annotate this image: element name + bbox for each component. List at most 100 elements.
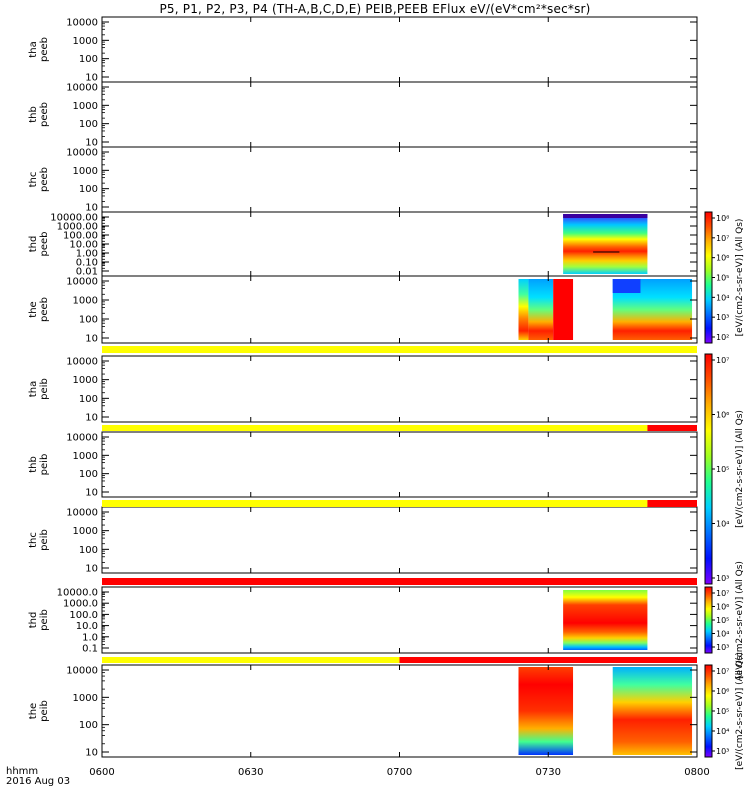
panel-the-peeb: 10 100 1000 10000 the peeb	[28, 275, 698, 345]
colorbar-tick-label: 10⁶	[716, 603, 729, 612]
panel-label-product: peeb	[39, 232, 50, 257]
mode-bar	[102, 425, 697, 431]
panel-the-peib: 10 100 1000 10000 the peib	[28, 664, 698, 759]
panel-label-product: peeb	[39, 37, 50, 62]
ytick-label: 0.01	[76, 267, 98, 278]
ytick-label: 1000	[73, 166, 98, 177]
ytick-label: 10000.00	[50, 213, 98, 224]
colorbar-tick-label: 10⁷	[716, 667, 729, 676]
mode-bar-segment	[102, 657, 400, 663]
xtick-label: 0630	[238, 767, 263, 778]
colorbar-tick-label: 10⁶	[716, 254, 729, 263]
mode-bar-segment	[102, 578, 697, 585]
ytick-label: 1000	[73, 375, 98, 386]
spectrogram-block	[553, 279, 574, 340]
colorbar-tick-label: 10⁵	[716, 274, 729, 283]
colorbar-tick-label: 10⁵	[716, 465, 729, 474]
panel-thc-peeb: 10 100 1000 10000 thc peeb	[28, 146, 698, 214]
spectrogram-patch	[612, 279, 641, 293]
panel-label-probe: thd	[28, 236, 39, 253]
panel-label-probe: thb	[28, 456, 39, 473]
ytick-label: 1000.00	[57, 222, 98, 233]
panel-thb-peeb: 10 100 1000 10000 thb peeb	[28, 81, 698, 149]
ytick-label: 10.00	[69, 240, 98, 251]
chart-title: P5, P1, P2, P3, P4 (TH-A,B,C,D,E) PEIB,P…	[159, 2, 591, 16]
colorbar-tick-label: 10⁸	[716, 214, 729, 223]
colorbar-tick-label: 10⁴	[716, 520, 729, 529]
ytick-label: 1000.0	[63, 599, 98, 610]
panel-label-probe: the	[28, 301, 39, 317]
colorbar: 10³ 10⁴ 10⁵ 10⁶ 10⁷ [eV/(cm2-s-sr-eV)] (All Q…	[704, 561, 745, 679]
colorbar-gradient	[704, 664, 713, 758]
colorbar-tick-label: 10⁴	[716, 727, 729, 736]
colorbar-tick-label: 10⁷	[716, 234, 729, 243]
panel-frame	[101, 146, 698, 213]
colorbar: 10³ 10⁴ 10⁵ 10⁶ 10⁷ [eV/(cm2-s-sr-eV)] (All Q…	[704, 652, 745, 770]
ytick-label: 10000	[66, 83, 98, 94]
mode-bar-segment	[647, 500, 697, 507]
colorbar-tick-label: 10³	[716, 747, 729, 756]
colorbar-gradient	[704, 586, 713, 654]
colorbar-tick-label: 10⁴	[716, 293, 729, 302]
ytick-label: 1000	[73, 693, 98, 704]
panel-label-product: peib	[39, 609, 50, 631]
colorbar-tick-label: 10⁶	[716, 411, 729, 420]
xtick-label: 0730	[536, 767, 561, 778]
ytick-label: 10.0	[76, 621, 98, 632]
panel-label-product: peeb	[39, 167, 50, 192]
mode-bar-segment	[102, 425, 648, 431]
panel-frame	[101, 506, 698, 574]
spectrogram-top-band	[563, 214, 648, 218]
mode-bar	[102, 500, 697, 507]
ytick-label: 10	[85, 413, 98, 424]
mode-bar-segment	[399, 657, 697, 663]
ytick-label: 100	[79, 119, 98, 130]
ytick-label: 100.0	[69, 610, 98, 621]
panel-label-probe: thc	[28, 172, 39, 188]
panel-label-product: peib	[39, 378, 50, 400]
ytick-label: 1000	[73, 36, 98, 47]
colorbar-tick-label: 10⁵	[716, 707, 729, 716]
ytick-label: 10	[85, 138, 98, 149]
ytick-label: 10000	[66, 277, 98, 288]
ytick-label: 10000.0	[57, 588, 98, 599]
panel-label-probe: the	[28, 703, 39, 719]
ytick-label: 10000	[66, 148, 98, 159]
xtick-label: 0600	[89, 767, 114, 778]
ytick-label: 1000	[73, 101, 98, 112]
colorbar-tick-label: 10⁵	[716, 616, 729, 625]
ytick-label: 100	[79, 184, 98, 195]
ytick-label: 100	[79, 54, 98, 65]
colorbar-label: [eV/(cm2-s-sr-eV)] (All Qs)	[735, 219, 745, 337]
colorbar-tick-label: 10²	[716, 333, 729, 342]
ytick-label: 10	[85, 488, 98, 499]
ytick-label: 10000	[66, 508, 98, 519]
panel-label-probe: thd	[28, 612, 39, 629]
ytick-label: 1000	[73, 451, 98, 462]
panel-tha-peeb: 10 100 1000 10000 tha peeb	[28, 16, 698, 84]
panel-label-probe: tha	[28, 41, 39, 57]
xtick-label: 0700	[387, 767, 412, 778]
mode-bar	[102, 657, 697, 663]
ytick-label: 10000	[66, 357, 98, 368]
ytick-label: 100	[79, 315, 98, 326]
colorbar-tick-label: 10⁴	[716, 630, 729, 639]
mode-bar	[102, 346, 697, 353]
panel-tha-peib: 10 100 1000 10000 tha peib	[28, 355, 698, 424]
mode-bar-segment	[102, 500, 648, 507]
panel-label-product: peeb	[39, 102, 50, 127]
colorbar-label: [eV/(cm2-s-sr-eV)] (All Qs)	[735, 410, 745, 528]
spectrogram-block	[528, 279, 554, 340]
ytick-label: 0.10	[76, 258, 98, 269]
colorbar-gradient	[704, 353, 713, 585]
panel-label-probe: thb	[28, 106, 39, 123]
colorbar: 10² 10³ 10⁴ 10⁵ 10⁶ 10⁷ 10⁸ [eV/(cm2-s-sr-eV)] …	[704, 211, 745, 344]
colorbar-tick-label: 10⁷	[716, 589, 729, 598]
ytick-label: 10000	[66, 666, 98, 677]
colorbar-label: [eV/(cm2-s-sr-eV)] (All Qs)	[735, 652, 745, 770]
colorbar-label: [eV/(cm2-s-sr-eV)] (All Qs)	[735, 561, 745, 679]
colorbar-tick-label: 10⁷	[716, 356, 729, 365]
